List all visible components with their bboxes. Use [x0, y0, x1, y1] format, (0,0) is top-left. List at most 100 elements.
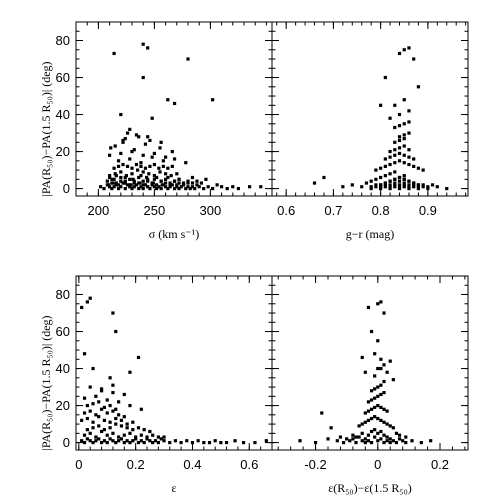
data-point: [119, 424, 124, 428]
data-point: [379, 437, 383, 441]
data-point: [114, 416, 118, 421]
data-point: [119, 170, 123, 174]
data-point: [385, 422, 389, 426]
data-point: [157, 185, 161, 189]
data-point: [94, 394, 98, 398]
data-point: [402, 137, 406, 141]
data-point: [379, 357, 383, 361]
data-point: [348, 439, 352, 443]
data-point: [152, 151, 156, 156]
data-point: [379, 383, 383, 387]
data-point: [143, 166, 148, 170]
data-point: [94, 439, 98, 443]
data-point: [421, 183, 425, 187]
x-tick-label: 0.9: [419, 203, 437, 218]
data-point: [129, 183, 133, 187]
data-point: [369, 186, 373, 191]
data-point: [119, 437, 124, 441]
data-point: [159, 140, 163, 144]
data-point: [369, 389, 374, 393]
data-point: [382, 363, 386, 367]
data-point: [382, 433, 386, 437]
data-point: [360, 431, 364, 435]
data-point: [445, 186, 449, 191]
data-point: [166, 186, 170, 191]
data-point: [248, 185, 252, 189]
data-point: [426, 185, 430, 189]
data-point: [82, 396, 87, 400]
data-point: [164, 185, 168, 189]
data-point: [320, 411, 324, 415]
data-point: [130, 172, 134, 176]
data-point: [369, 416, 374, 421]
data-point: [151, 181, 155, 185]
data-point: [172, 157, 177, 161]
data-point: [363, 440, 367, 445]
x-tick-label: 250: [144, 203, 166, 218]
data-point: [128, 440, 132, 445]
x-tick-label: 0.8: [372, 203, 390, 218]
data-point: [112, 185, 116, 189]
data-point: [388, 186, 392, 191]
data-point: [170, 183, 174, 187]
data-point: [388, 437, 392, 441]
data-point: [207, 440, 212, 445]
data-point: [169, 174, 173, 178]
data-point: [108, 174, 112, 178]
data-point: [233, 439, 237, 443]
data-point: [383, 75, 387, 80]
data-point: [146, 46, 150, 50]
data-point: [142, 183, 146, 187]
data-point: [179, 185, 183, 189]
data-point: [195, 179, 199, 183]
data-point: [114, 422, 118, 426]
data-point: [376, 385, 380, 389]
data-point: [148, 439, 152, 443]
data-point: [112, 177, 116, 181]
data-point: [236, 186, 240, 191]
data-point: [341, 185, 345, 189]
data-point: [184, 186, 188, 191]
data-point: [388, 172, 392, 176]
data-point: [138, 181, 142, 185]
x-tick-label: -0.2: [304, 457, 326, 472]
data-point: [410, 439, 414, 443]
data-point: [102, 439, 107, 443]
data-point: [152, 185, 156, 189]
data-point: [407, 155, 411, 159]
data-point: [326, 437, 330, 441]
data-point: [102, 186, 106, 191]
data-point: [416, 166, 421, 170]
data-point: [397, 437, 402, 441]
data-point: [85, 428, 89, 432]
data-point: [125, 426, 129, 430]
data-point: [82, 352, 87, 356]
data-point: [379, 429, 383, 434]
data-point: [128, 185, 132, 189]
data-point: [202, 440, 206, 445]
data-point: [393, 183, 397, 187]
data-point: [114, 181, 118, 185]
data-point: [136, 168, 140, 172]
data-point: [121, 140, 125, 144]
data-point: [130, 166, 134, 170]
x-tick-label: 0.7: [324, 203, 342, 218]
data-point: [407, 131, 411, 135]
data-point: [379, 405, 383, 410]
data-point: [376, 394, 380, 398]
y-tick-label: 0: [63, 435, 70, 450]
data-point: [99, 407, 104, 411]
data-point: [108, 185, 112, 189]
data-point: [164, 181, 168, 185]
data-point: [181, 181, 186, 185]
data-point: [85, 437, 89, 441]
data-point: [170, 164, 174, 168]
data-point: [373, 396, 377, 400]
data-point: [369, 440, 374, 445]
data-point: [383, 157, 387, 161]
data-point: [190, 440, 195, 445]
x-tick-label: 300: [200, 203, 222, 218]
data-point: [175, 183, 179, 187]
data-point: [435, 185, 439, 189]
data-point: [385, 439, 389, 443]
